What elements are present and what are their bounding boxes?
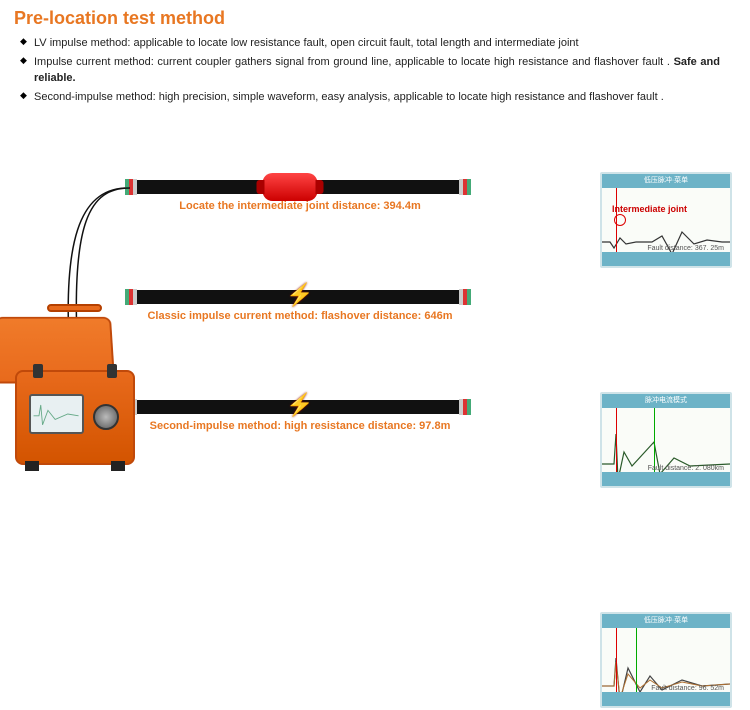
flashover-icon-1: ⚡ (286, 282, 313, 308)
red-cursor-2 (616, 408, 617, 472)
bullet-2: Impulse current method: current coupler … (20, 54, 720, 87)
joint-marker-circle (614, 214, 626, 226)
cable-2: ⚡ Classic impulse current method: flasho… (125, 290, 475, 322)
fault-distance-1: Fault distance: 367. 25m (647, 245, 724, 252)
intermediate-joint-label: Intermediate joint (612, 204, 687, 214)
screen-2: 脉冲电流模式 Fault distance: 2. 080km (600, 392, 732, 488)
cable-1-label: Locate the intermediate joint distance: … (125, 200, 475, 212)
screen-2-title: 脉冲电流模式 (602, 394, 730, 408)
screen-1-title: 低压脉冲·菜单 (602, 174, 730, 188)
bullet-2-prefix: Impulse current method: current coupler … (34, 56, 674, 68)
bullet-1: LV impulse method: applicable to locate … (20, 35, 720, 52)
screen-3-title: 低压脉冲·菜单 (602, 614, 730, 628)
cable-3: ⚡ Second-impulse method: high resistance… (125, 400, 475, 432)
bullet-3: Second-impulse method: high precision, s… (20, 89, 720, 106)
flashover-icon-2: ⚡ (286, 392, 313, 418)
red-cursor-3 (616, 628, 617, 692)
fault-distance-2: Fault distance: 2. 080km (648, 465, 724, 472)
cable-1: Locate the intermediate joint distance: … (125, 180, 475, 212)
green-cursor-2 (654, 408, 655, 472)
fault-distance-3: Fault distance: 96. 52m (651, 685, 724, 692)
bullet-list: LV impulse method: applicable to locate … (0, 35, 750, 105)
tester-device (15, 370, 145, 465)
screen-3: 低压脉冲·菜单 Fault distance: 96. 52m (600, 612, 732, 708)
device-knob (93, 404, 119, 430)
device-screen (29, 394, 84, 434)
cable-2-label: Classic impulse current method: flashove… (125, 310, 475, 322)
page-title: Pre-location test method (0, 0, 750, 35)
intermediate-joint-icon (263, 173, 318, 201)
cable-3-label: Second-impulse method: high resistance d… (125, 420, 475, 432)
screen-1: 低压脉冲·菜单 Intermediate joint Fault distanc… (600, 172, 732, 268)
green-cursor-3 (636, 628, 637, 692)
